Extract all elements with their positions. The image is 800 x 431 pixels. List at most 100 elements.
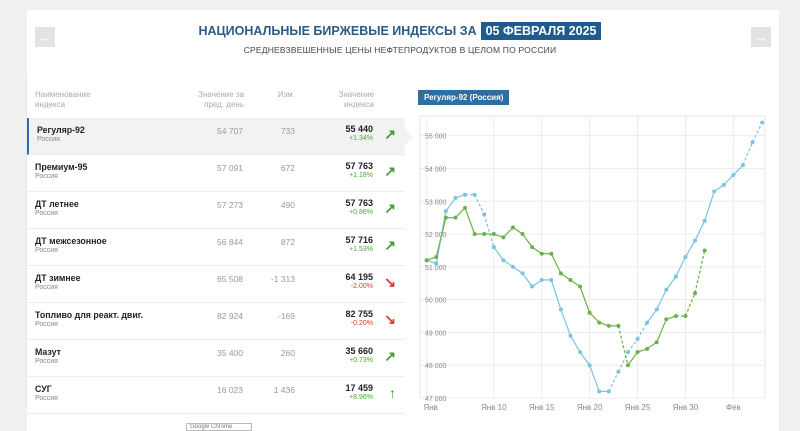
row-change: 672 [280, 163, 295, 173]
series-0-segment [675, 256, 686, 277]
row-value: 57 763 [345, 161, 373, 171]
series-0-point [587, 363, 592, 368]
row-prev-value: 57 273 [217, 200, 243, 210]
series-0-point [664, 287, 669, 292]
row-change: 260 [280, 348, 295, 358]
y-tick-label: 52 000 [425, 232, 447, 239]
series-1-segment [579, 286, 591, 313]
row-prev-value: 82 924 [217, 311, 243, 321]
y-tick-label: 48 000 [425, 363, 447, 370]
series-0-segment [723, 174, 734, 186]
series-0-point [463, 192, 468, 197]
price-chart: Янв Янв 10 Янв 15 Янв 20 Янв 25 Янв 30 Фев 47 0… [419, 115, 766, 412]
series-0-segment [474, 194, 485, 215]
y-tick-label: 51 000 [425, 265, 447, 272]
table-row[interactable]: ДТ межсезонное Россия 56 844 872 57 716 +1.53… [27, 229, 405, 266]
series-1-point [654, 340, 659, 345]
series-0-point [731, 173, 736, 178]
series-0-point [740, 163, 745, 168]
series-0-point [472, 192, 477, 197]
date-badge[interactable]: 05 ФЕВРАЛЯ 2025 [480, 22, 602, 40]
series-0-segment [732, 164, 744, 176]
series-1-segment [684, 292, 696, 317]
row-name: Премиум-95 [35, 162, 88, 172]
series-0-point [683, 255, 688, 259]
series-0-point [520, 271, 525, 276]
series-0-segment [665, 276, 677, 291]
table-row[interactable]: Топливо для реакт. двиг. Россия 82 924 -169… [27, 303, 405, 340]
prev-date-button[interactable]: ← [35, 27, 55, 47]
series-0-segment [617, 351, 629, 373]
x-tick-label: Янв 10 [481, 403, 507, 412]
series-0-point [616, 369, 621, 374]
y-tick-label: 55 000 [425, 134, 447, 141]
table-row[interactable]: Мазут Россия 35 400 260 35 660 +0.73% ↗ [27, 340, 405, 377]
series-1-point [635, 350, 640, 355]
series-1-point [549, 251, 554, 256]
chart-tab[interactable]: Регуляр-92 (Россия) [418, 90, 510, 105]
series-0-segment [522, 273, 533, 287]
table-row[interactable]: ДТ летнее Россия 57 273 490 57 763 +0.86% ↗ [27, 192, 405, 229]
col-header-value: Значение индекса [320, 90, 374, 110]
row-prev-value: 54 707 [217, 126, 243, 136]
trend-down-icon: ↘ [384, 274, 396, 290]
row-change: 872 [280, 237, 295, 247]
row-region: Россия [35, 358, 58, 365]
series-1-segment [435, 217, 447, 258]
row-region: Россия [35, 284, 58, 291]
next-date-button[interactable]: → [751, 27, 771, 47]
x-tick-label: Янв 20 [577, 403, 603, 412]
col-header-prev-line1: Значение за [198, 90, 244, 99]
series-1-point [558, 271, 563, 276]
series-1-segment [522, 233, 533, 248]
series-0-point [491, 245, 496, 250]
series-1-point [616, 323, 621, 328]
series-0-point [606, 389, 611, 394]
row-region: Россия [35, 173, 58, 180]
series-1-point [472, 232, 477, 237]
col-header-prev-line2: пред. день [204, 100, 244, 109]
row-name: Мазут [35, 347, 61, 357]
series-0-point [645, 320, 650, 325]
series-1-point [453, 215, 458, 220]
x-tick-label: Янв 30 [673, 403, 699, 412]
row-prev-value: 16 023 [217, 385, 243, 395]
left-divider [26, 78, 27, 408]
series-1-point [434, 255, 439, 259]
series-1-segment [627, 351, 639, 366]
series-0-point [654, 307, 659, 312]
series-0-point [434, 261, 439, 266]
series-1-point [501, 235, 506, 240]
series-0-segment [646, 309, 658, 323]
series-1-segment [502, 227, 514, 238]
series-0-point [673, 274, 678, 279]
trend-up-icon: ↗ [384, 237, 396, 253]
table-row[interactable]: Премиум-95 Россия 57 091 672 57 763 +1.18% ↗ [27, 155, 405, 192]
row-percent: -2.00% [350, 283, 373, 290]
row-percent: +0.86% [349, 209, 373, 216]
table-row[interactable]: ДТ зимнее Россия 65 508 -1 313 64 195 -2.00% ↘ [27, 266, 405, 303]
col-header-value-line1: Значение [338, 90, 374, 99]
trend-up-icon: ↗ [384, 200, 396, 216]
series-0-point [578, 350, 583, 355]
row-change: -1 313 [270, 274, 295, 284]
series-0-point [453, 195, 458, 200]
series-1-point [597, 320, 602, 325]
series-1-point [625, 363, 630, 368]
series-0-point [597, 389, 602, 394]
series-0-segment [694, 220, 706, 241]
tooltip: Google Chrome [186, 423, 252, 431]
series-1-segment [589, 312, 600, 324]
row-name: ДТ межсезонное [35, 236, 107, 246]
series-1-segment [656, 319, 667, 343]
series-1-point [530, 245, 535, 250]
series-0-segment [637, 322, 648, 340]
series-0-point [539, 277, 544, 282]
table-row[interactable]: СУГ Россия 16 023 1 436 17 459 +8.96% ↑ [27, 377, 405, 414]
series-1-segment [455, 207, 466, 219]
page-title: НАЦИОНАЛЬНЫЕ БИРЖЕВЫЕ ИНДЕКСЫ ЗА 05 ФЕВРА… [0, 22, 800, 40]
table-row[interactable]: Регуляр-92 Россия 54 707 733 55 440 +1.34% ↗ [27, 118, 413, 155]
series-1-point [482, 232, 487, 237]
row-change: 490 [280, 200, 295, 210]
series-0-segment [560, 309, 572, 336]
